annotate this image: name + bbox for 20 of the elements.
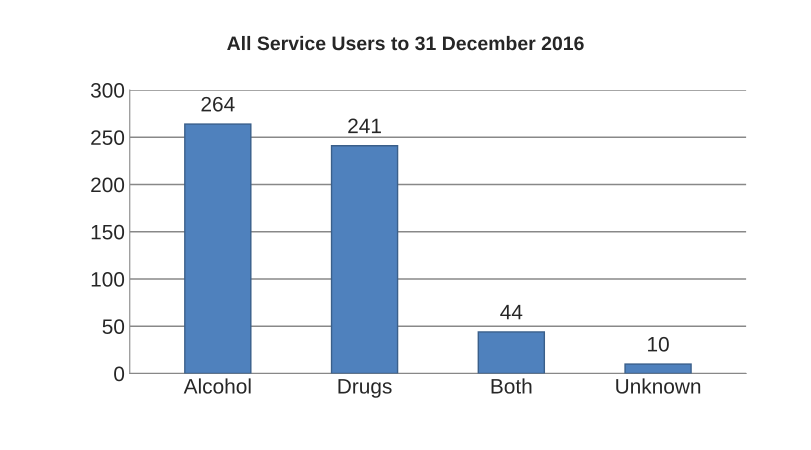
y-tick-label: 50 [102, 319, 124, 334]
data-label: 44 [500, 304, 522, 320]
y-tick-label: 250 [91, 130, 124, 146]
data-label: 241 [348, 118, 381, 134]
bar [624, 363, 692, 374]
data-label: 10 [648, 336, 669, 352]
x-tick-label: Unknown [616, 378, 700, 394]
chart-title: All Service Users to 31 December 2016 [227, 36, 584, 50]
y-tick-label: 100 [92, 272, 124, 287]
x-tick-label: Drugs [338, 379, 392, 398]
bar [330, 145, 398, 374]
data-label: 264 [201, 96, 235, 112]
x-tick-label: Both [492, 378, 532, 394]
bar [478, 331, 546, 374]
y-tick-label: 150 [92, 224, 124, 240]
x-tick-label: Alcohol [184, 378, 251, 394]
y-tick-label: 300 [90, 83, 124, 98]
bar [184, 123, 252, 374]
y-tick-label: 200 [91, 178, 124, 192]
y-tick-label: 0 [114, 366, 124, 382]
